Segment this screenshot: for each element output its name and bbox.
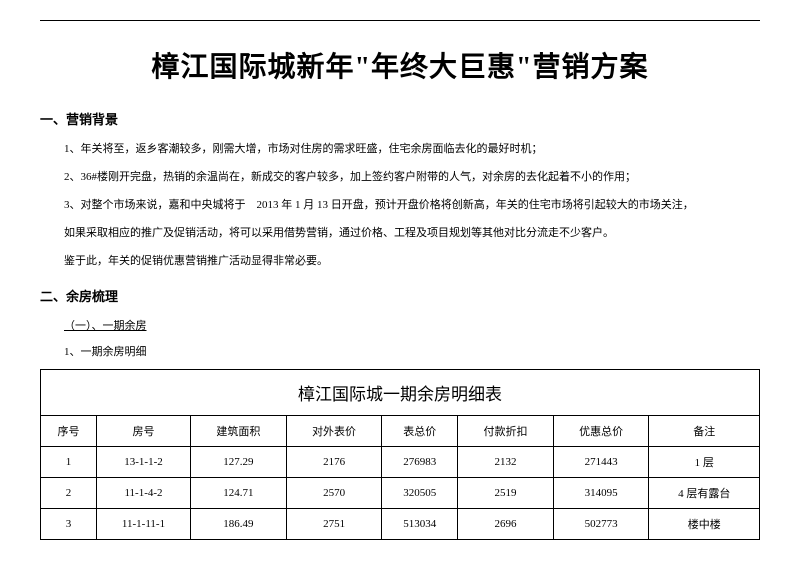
cell: 127.29 — [191, 447, 287, 478]
s1-p3c: 鉴于此，年关的促销优惠营销推广活动显得非常必要。 — [64, 250, 760, 272]
cell: 1 层 — [649, 447, 760, 478]
s1-p2: 2、36#楼刚开完盘，热销的余温尚在，新成交的客户较多，加上签约客户附带的人气，… — [64, 166, 760, 188]
cell: 513034 — [382, 509, 458, 540]
table-header-row: 序号 房号 建筑面积 对外表价 表总价 付款折扣 优惠总价 备注 — [41, 416, 760, 447]
cell: 楼中楼 — [649, 509, 760, 540]
table-caption: 樟江国际城一期余房明细表 — [41, 370, 760, 416]
cell: 2 — [41, 478, 97, 509]
cell: 186.49 — [191, 509, 287, 540]
col-seq: 序号 — [41, 416, 97, 447]
cell: 271443 — [553, 447, 649, 478]
col-area: 建筑面积 — [191, 416, 287, 447]
inventory-table: 樟江国际城一期余房明细表 序号 房号 建筑面积 对外表价 表总价 付款折扣 优惠… — [40, 369, 760, 540]
col-room: 房号 — [96, 416, 190, 447]
doc-title: 樟江国际城新年"年终大巨惠"营销方案 — [40, 45, 760, 85]
col-disc: 付款折扣 — [458, 416, 554, 447]
section1-heading: 一、营销背景 — [40, 109, 760, 128]
cell: 1 — [41, 447, 97, 478]
col-price: 对外表价 — [286, 416, 382, 447]
cell: 2696 — [458, 509, 554, 540]
cell: 2751 — [286, 509, 382, 540]
s1-p3b: 如果采取相应的推广及促销活动，将可以采用借势营销，通过价格、工程及项目规划等其他… — [64, 222, 760, 244]
table-row: 2 11-1-4-2 124.71 2570 320505 2519 31409… — [41, 478, 760, 509]
cell: 2519 — [458, 478, 554, 509]
cell: 4 层有露台 — [649, 478, 760, 509]
cell: 276983 — [382, 447, 458, 478]
section2-heading: 二、余房梳理 — [40, 286, 760, 305]
s1-p3: 3、对整个市场来说，嘉和中央城将于 2013 年 1 月 13 日开盘，预计开盘… — [64, 194, 760, 216]
table-row: 3 11-1-11-1 186.49 2751 513034 2696 5027… — [41, 509, 760, 540]
section2-item1: 1、一期余房明细 — [64, 343, 760, 359]
col-pref: 优惠总价 — [553, 416, 649, 447]
cell: 2132 — [458, 447, 554, 478]
top-rule — [40, 20, 760, 21]
cell: 124.71 — [191, 478, 287, 509]
cell: 11-1-11-1 — [96, 509, 190, 540]
cell: 13-1-1-2 — [96, 447, 190, 478]
cell: 2570 — [286, 478, 382, 509]
cell: 11-1-4-2 — [96, 478, 190, 509]
cell: 502773 — [553, 509, 649, 540]
cell: 314095 — [553, 478, 649, 509]
col-total: 表总价 — [382, 416, 458, 447]
cell: 2176 — [286, 447, 382, 478]
section2-sub1: （一）、一期余房 — [64, 317, 760, 333]
table-row: 1 13-1-1-2 127.29 2176 276983 2132 27144… — [41, 447, 760, 478]
col-note: 备注 — [649, 416, 760, 447]
cell: 3 — [41, 509, 97, 540]
cell: 320505 — [382, 478, 458, 509]
s1-p1: 1、年关将至，返乡客潮较多，刚需大增，市场对住房的需求旺盛，住宅余房面临去化的最… — [64, 138, 760, 160]
